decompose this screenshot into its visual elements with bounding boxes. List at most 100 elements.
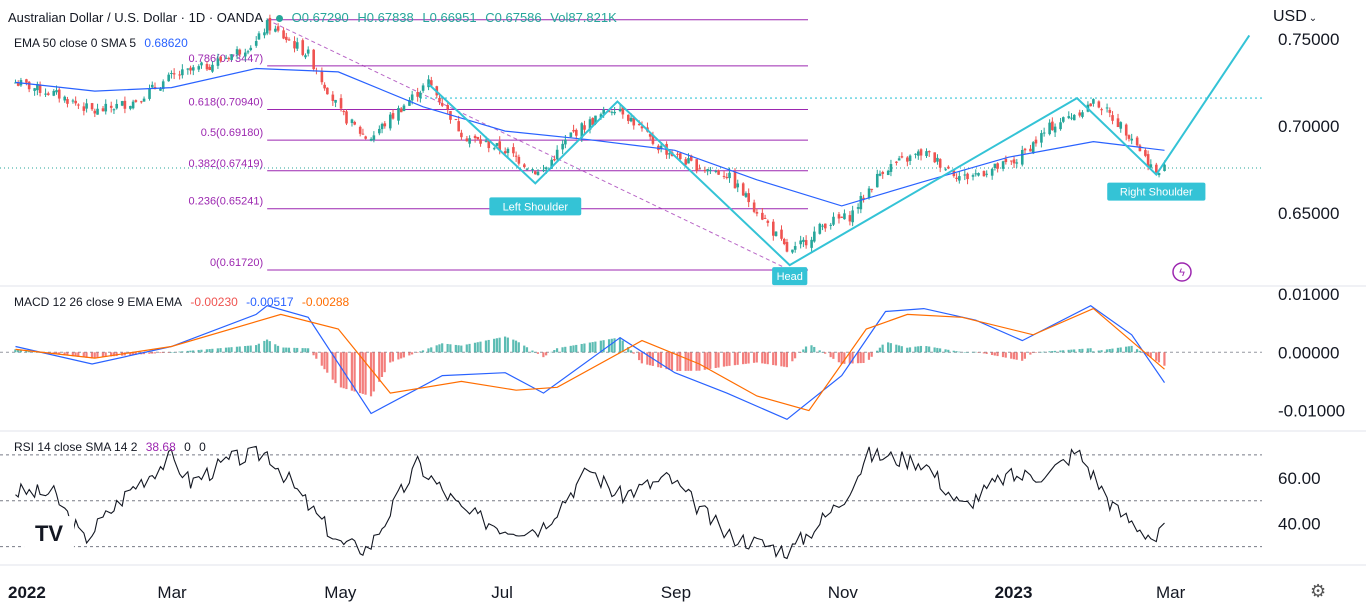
symbol-title[interactable]: Australian Dollar / U.S. Dollar · 1D · O… (8, 10, 264, 25)
macd-hist-bar (438, 344, 441, 353)
candle-body (1078, 112, 1082, 116)
price-tick-label: 0.70000 (1278, 117, 1339, 136)
candle-body (637, 123, 641, 126)
macd-hist-bar (621, 340, 624, 353)
macd-hist-bar (1015, 352, 1018, 360)
candle-body (908, 155, 912, 161)
candle-body (947, 166, 950, 169)
candle-body (536, 171, 540, 176)
macd-hist-bar (224, 347, 228, 353)
ema-line (15, 67, 1165, 207)
macd-hist-bar (684, 352, 687, 371)
macd-hist-bar (955, 351, 958, 353)
candle-body (353, 122, 357, 125)
candle-body (159, 88, 162, 91)
candle-body (71, 100, 75, 102)
macd-hist-bar (895, 344, 898, 353)
macd-hist-bar (315, 352, 318, 359)
macd-hist-bar (763, 352, 767, 364)
macd-hist-bar (791, 352, 794, 362)
candle-body (178, 74, 181, 76)
candle-body (859, 195, 863, 210)
candle-body (733, 171, 737, 189)
candle-body (856, 207, 860, 209)
candle-body (82, 106, 86, 111)
candle-body (170, 73, 173, 75)
candle-body (1042, 132, 1046, 134)
candle-body (1092, 99, 1095, 104)
candle-body (33, 88, 36, 91)
candle-body (668, 153, 671, 155)
candle-body (1144, 150, 1147, 156)
candle-body (342, 111, 346, 113)
macd-hist-bar (523, 345, 526, 353)
macd-hist-bar (774, 352, 778, 366)
candle-body (525, 168, 529, 170)
macd-hist-bar (473, 342, 477, 353)
macd-tick-label: -0.01000 (1278, 402, 1345, 421)
macd-hist-bar (172, 352, 176, 353)
candle-body (607, 110, 611, 112)
candle-body (1001, 161, 1005, 169)
candle-body (627, 114, 630, 121)
candle-body (517, 156, 521, 164)
currency-selector[interactable]: USD ⌄ (1273, 8, 1317, 26)
macd-histogram (14, 336, 1166, 397)
macd-hist-bar (906, 347, 909, 353)
candle-body (339, 98, 343, 109)
rsi-legend[interactable]: RSI 14 close SMA 14 2 38.68 0 0 (14, 440, 211, 454)
candle-body (741, 183, 745, 196)
macd-tick-label: 0.00000 (1278, 343, 1339, 362)
candle-body (383, 123, 387, 127)
macd-hist-bar (216, 348, 219, 353)
candle-body (129, 105, 132, 109)
candle-body (408, 100, 411, 106)
macd-hist-bar (572, 345, 575, 353)
candle-body (1116, 118, 1120, 128)
macd-hist-bar (583, 343, 586, 353)
macd-hist-bar (498, 337, 501, 353)
candle-body (224, 57, 228, 59)
candle-body (295, 42, 299, 49)
candle-body (763, 217, 767, 219)
candle-body (74, 100, 77, 104)
candle-body (16, 82, 20, 86)
candle-body (533, 171, 537, 175)
macd-hist-bar (446, 343, 449, 353)
macd-hist-bar (307, 348, 310, 353)
currency-label: USD (1273, 8, 1307, 25)
macd-hist-bar (400, 352, 403, 359)
macd-hist-bar (665, 352, 668, 370)
macd-hist-bar (695, 352, 698, 371)
candle-body (791, 249, 794, 253)
macd-hist-bar (82, 352, 85, 358)
price-tick-label: 0.75000 (1278, 30, 1339, 49)
macd-hist-bar (1012, 352, 1016, 360)
macd-hist-bar (856, 352, 860, 364)
candle-body (350, 119, 354, 123)
ema-legend[interactable]: EMA 50 close 0 SMA 5 0.68620 (14, 36, 193, 50)
macd-hist-bar (14, 349, 17, 353)
macd-hist-bar (1135, 349, 1139, 353)
gear-icon[interactable]: ⚙ (1310, 581, 1327, 601)
macd-hist-bar (996, 352, 999, 357)
macd-hist-bar (531, 350, 534, 353)
macd-hist-bar (506, 337, 509, 353)
macd-hist-bar (131, 352, 135, 355)
candle-body (172, 73, 176, 75)
macd-hist-bar (971, 351, 975, 353)
candle-body (1034, 139, 1038, 144)
candle-body (678, 153, 682, 160)
macd-hist-bar (897, 345, 901, 353)
macd-hist-bar (1070, 349, 1073, 353)
candle-body (90, 103, 94, 110)
macd-legend[interactable]: MACD 12 26 close 9 EMA EMA -0.00230 -0.0… (14, 295, 354, 309)
candle-body (648, 134, 652, 137)
rsi-label: RSI 14 close SMA 14 2 (14, 440, 138, 454)
x-tick-label: Sep (661, 583, 691, 602)
candle-body (829, 224, 833, 226)
candle-body (77, 104, 80, 106)
macd-hist-bar (503, 336, 507, 353)
macd-hist-bar (1086, 348, 1089, 353)
macd-hist-bar (772, 352, 775, 366)
